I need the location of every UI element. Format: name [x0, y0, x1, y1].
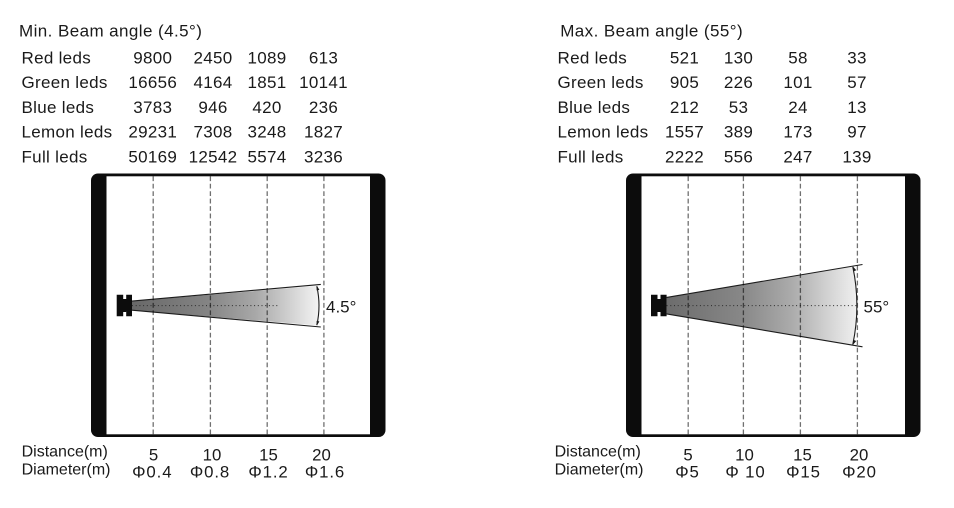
svg-text:55°: 55° — [864, 297, 890, 316]
svg-text:Φ15: Φ15 — [786, 463, 821, 482]
svg-text:556: 556 — [724, 147, 753, 166]
svg-text:247: 247 — [783, 147, 812, 166]
svg-text:10: 10 — [735, 446, 754, 465]
svg-text:3248: 3248 — [247, 123, 286, 142]
svg-text:9800: 9800 — [133, 49, 172, 68]
svg-text:24: 24 — [788, 98, 808, 117]
svg-text:Φ 10: Φ 10 — [725, 463, 765, 482]
svg-text:7308: 7308 — [193, 123, 232, 142]
svg-text:15: 15 — [793, 446, 812, 465]
svg-text:226: 226 — [724, 73, 753, 92]
svg-text:4164: 4164 — [193, 73, 232, 92]
svg-text:Red leds: Red leds — [22, 49, 92, 68]
svg-text:2450: 2450 — [193, 49, 232, 68]
svg-text:Diameter(m): Diameter(m) — [555, 462, 644, 479]
svg-text:20: 20 — [312, 446, 331, 465]
svg-text:Blue leds: Blue leds — [558, 98, 631, 117]
svg-text:236: 236 — [309, 98, 338, 117]
svg-text:2222: 2222 — [665, 147, 704, 166]
svg-text:130: 130 — [724, 49, 753, 68]
svg-text:Full leds: Full leds — [22, 147, 88, 166]
svg-text:Full leds: Full leds — [558, 147, 624, 166]
svg-text:16656: 16656 — [128, 73, 177, 92]
svg-text:58: 58 — [788, 49, 808, 68]
svg-text:15: 15 — [259, 446, 278, 465]
svg-text:Red leds: Red leds — [558, 49, 628, 68]
svg-text:389: 389 — [724, 123, 753, 142]
svg-text:Distance(m): Distance(m) — [555, 444, 641, 461]
svg-text:Blue leds: Blue leds — [22, 98, 95, 117]
svg-text:1089: 1089 — [247, 49, 286, 68]
svg-text:5574: 5574 — [247, 147, 286, 166]
svg-text:3236: 3236 — [304, 147, 343, 166]
svg-text:Φ0.4: Φ0.4 — [132, 463, 172, 482]
svg-text:Lemon leds: Lemon leds — [558, 123, 649, 142]
svg-text:1827: 1827 — [304, 123, 343, 142]
svg-text:Φ1.6: Φ1.6 — [305, 463, 345, 482]
svg-text:5: 5 — [683, 446, 692, 465]
svg-text:57: 57 — [847, 73, 867, 92]
svg-text:97: 97 — [847, 123, 867, 142]
svg-text:12542: 12542 — [189, 147, 238, 166]
svg-text:53: 53 — [729, 98, 749, 117]
svg-text:Φ20: Φ20 — [842, 463, 877, 482]
svg-text:101: 101 — [783, 73, 812, 92]
svg-text:Lemon leds: Lemon leds — [22, 123, 113, 142]
svg-text:139: 139 — [842, 147, 871, 166]
svg-text:3783: 3783 — [133, 98, 172, 117]
svg-text:13: 13 — [847, 98, 867, 117]
svg-text:Diameter(m): Diameter(m) — [22, 462, 111, 479]
svg-text:50169: 50169 — [128, 147, 177, 166]
svg-text:212: 212 — [670, 98, 699, 117]
svg-text:Green leds: Green leds — [558, 73, 644, 92]
svg-text:946: 946 — [198, 98, 227, 117]
svg-text:5: 5 — [149, 446, 158, 465]
svg-text:Min. Beam angle (4.5°): Min. Beam angle (4.5°) — [19, 21, 202, 40]
svg-text:613: 613 — [309, 49, 338, 68]
svg-text:29231: 29231 — [128, 123, 177, 142]
svg-text:420: 420 — [252, 98, 281, 117]
svg-text:4.5°: 4.5° — [326, 298, 356, 317]
svg-text:521: 521 — [670, 49, 699, 68]
svg-text:905: 905 — [670, 73, 699, 92]
svg-text:Green leds: Green leds — [22, 73, 108, 92]
svg-text:173: 173 — [783, 123, 812, 142]
svg-text:Φ0.8: Φ0.8 — [190, 463, 230, 482]
svg-text:Max. Beam angle (55°): Max. Beam angle (55°) — [560, 21, 743, 40]
svg-text:20: 20 — [850, 446, 869, 465]
svg-text:33: 33 — [847, 49, 867, 68]
svg-text:Φ1.2: Φ1.2 — [248, 463, 288, 482]
svg-text:10: 10 — [203, 446, 222, 465]
svg-text:10141: 10141 — [299, 73, 348, 92]
svg-text:1557: 1557 — [665, 123, 704, 142]
svg-text:1851: 1851 — [247, 73, 286, 92]
svg-text:Φ5: Φ5 — [675, 463, 700, 482]
svg-text:Distance(m): Distance(m) — [22, 444, 108, 461]
